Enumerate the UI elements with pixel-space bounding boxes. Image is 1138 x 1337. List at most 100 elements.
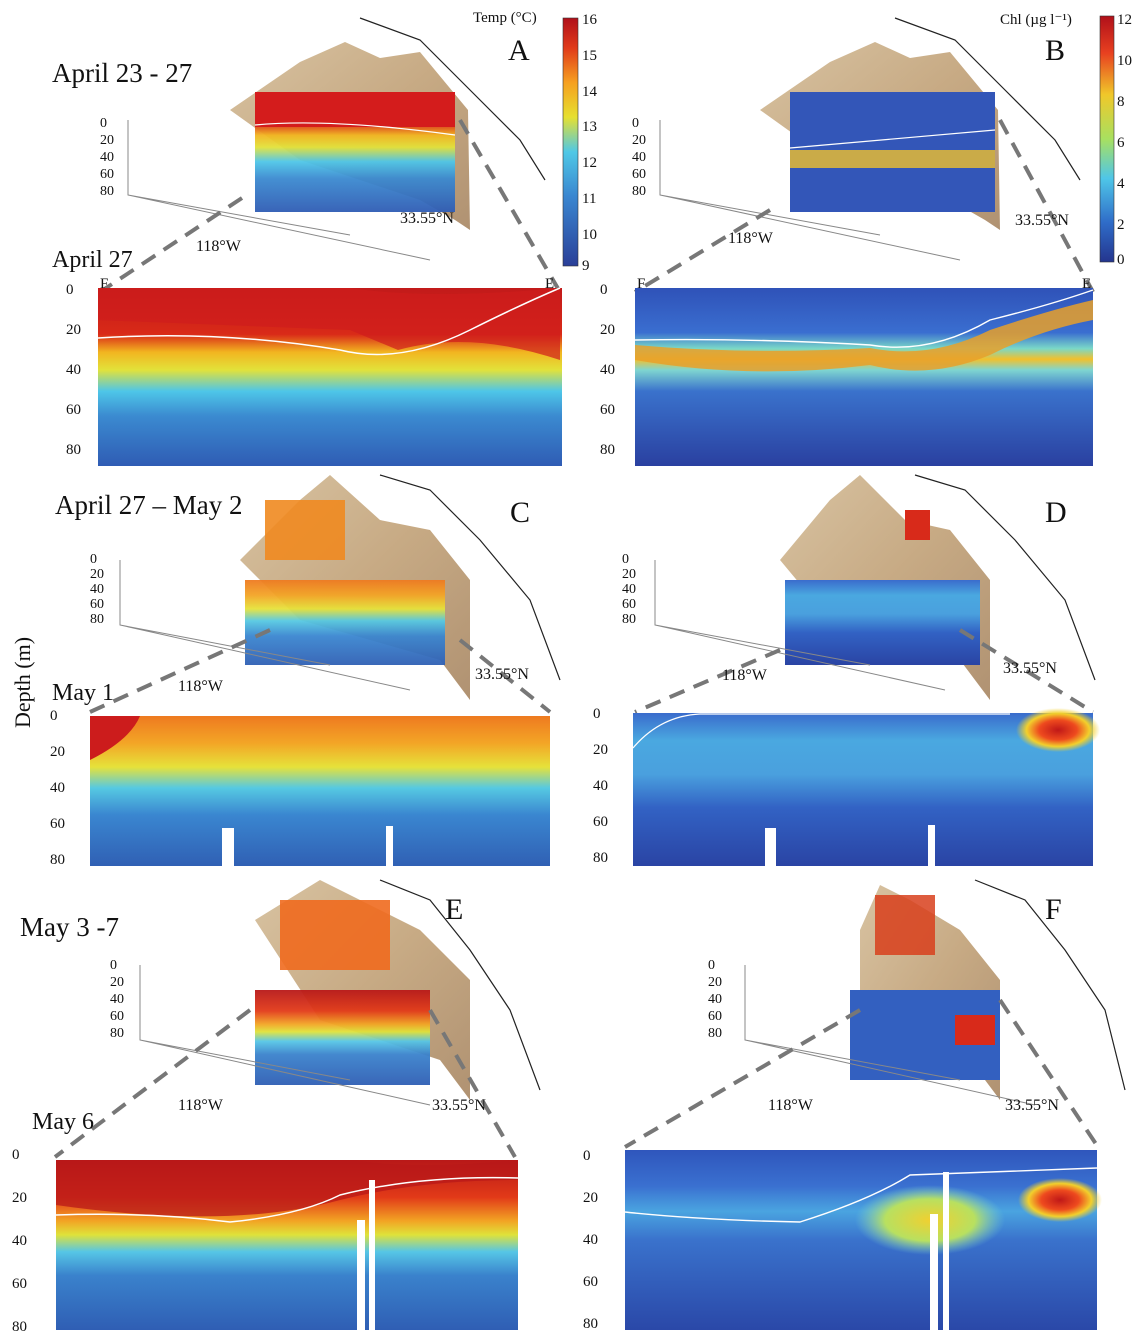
- depth-tick: 20: [600, 322, 615, 338]
- chl-tick: 12: [1117, 12, 1132, 28]
- section-F: [624, 1150, 1102, 1330]
- depth-tick: 20: [90, 567, 104, 582]
- period-label-3: May 3 -7: [20, 912, 119, 942]
- section-date-1: April 27: [52, 247, 133, 273]
- panel-A-3d: [127, 17, 546, 261]
- depth-tick: 0: [110, 958, 117, 973]
- depth-tick: 0: [600, 282, 608, 298]
- temp-tick: 9: [582, 258, 590, 274]
- depth-tick: 40: [90, 582, 104, 597]
- chl-tick: 0: [1117, 252, 1125, 268]
- depth-tick: 20: [583, 1190, 598, 1206]
- section-end-E: E: [1082, 276, 1092, 292]
- panel-letter-A: A: [508, 34, 530, 67]
- temp-tick: 10: [582, 227, 597, 243]
- lon-label: 118°W: [178, 678, 223, 695]
- chl-tick: 4: [1117, 176, 1125, 192]
- panel-E-3d: [139, 879, 541, 1106]
- depth-tick: 0: [90, 552, 97, 567]
- lat-label: 33.55°N: [400, 210, 454, 227]
- panel-letter-E: E: [445, 893, 464, 926]
- depth-tick: 0: [593, 706, 601, 722]
- depth-tick: 40: [632, 150, 646, 165]
- panel-letter-F: F: [1045, 893, 1062, 926]
- panel-letter-D: D: [1045, 496, 1067, 529]
- depth-tick: 20: [632, 133, 646, 148]
- section-end-E: E: [545, 276, 555, 292]
- depth-tick: 60: [708, 1009, 722, 1024]
- depth-tick: 80: [50, 852, 65, 868]
- period-label-1: April 23 - 27: [52, 58, 193, 88]
- section-end-F: F: [637, 276, 646, 292]
- depth-tick: 20: [50, 744, 65, 760]
- lon-label: 118°W: [196, 238, 241, 255]
- depth-tick: 40: [66, 362, 81, 378]
- temp-tick: 15: [582, 48, 597, 64]
- depth-tick: 0: [583, 1148, 591, 1164]
- depth-tick: 60: [593, 814, 608, 830]
- chl-colorbar-title: Chl (µg l⁻¹): [1000, 12, 1072, 28]
- depth-tick: 20: [622, 567, 636, 582]
- depth-tick: 0: [66, 282, 74, 298]
- section-date-3: May 6: [32, 1109, 94, 1135]
- chl-tick: 6: [1117, 135, 1125, 151]
- depth-tick: 0: [12, 1147, 20, 1163]
- y-axis-label: Depth (m): [10, 636, 35, 728]
- depth-tick: 80: [600, 442, 615, 458]
- depth-tick: 20: [12, 1190, 27, 1206]
- temp-tick: 12: [582, 155, 597, 171]
- depth-tick: 60: [90, 597, 104, 612]
- depth-tick: 60: [632, 167, 646, 182]
- depth-tick: 40: [12, 1233, 27, 1249]
- chl-colorbar: [1099, 15, 1115, 263]
- depth-tick: 40: [50, 780, 65, 796]
- depth-tick: 60: [100, 167, 114, 182]
- lat-label: 33.55°N: [1003, 660, 1057, 677]
- temp-tick: 16: [582, 12, 597, 28]
- temp-tick: 14: [582, 84, 597, 100]
- chl-tick: 8: [1117, 94, 1125, 110]
- depth-tick: 0: [622, 552, 629, 567]
- depth-tick: 0: [708, 958, 715, 973]
- section-D: [632, 708, 1100, 866]
- depth-tick: 40: [110, 992, 124, 1007]
- depth-tick: 0: [632, 116, 639, 131]
- depth-tick: 60: [583, 1274, 598, 1290]
- depth-tick: 40: [593, 778, 608, 794]
- lon-label: 118°W: [178, 1097, 223, 1114]
- lon-label: 118°W: [722, 667, 767, 684]
- section-date-2: May 1: [52, 680, 114, 706]
- section-A: [97, 287, 562, 466]
- depth-tick: 80: [66, 442, 81, 458]
- section-B: [634, 288, 1094, 466]
- depth-tick: 40: [583, 1232, 598, 1248]
- depth-tick: 60: [110, 1009, 124, 1024]
- chl-tick: 10: [1117, 53, 1132, 69]
- depth-tick: 20: [708, 975, 722, 990]
- panel-B-3d: [659, 17, 1081, 261]
- temp-tick: 13: [582, 119, 597, 135]
- section-E: [55, 1160, 519, 1330]
- lat-label: 33.55°N: [1005, 1097, 1059, 1114]
- panel-C-3d: [119, 474, 561, 700]
- depth-tick: 80: [622, 612, 636, 627]
- depth-tick: 80: [593, 850, 608, 866]
- depth-tick: 20: [100, 133, 114, 148]
- zoom-lines: [53, 118, 1100, 1159]
- depth-tick: 60: [50, 816, 65, 832]
- temp-tick: 11: [582, 191, 597, 207]
- depth-tick: 20: [66, 322, 81, 338]
- depth-tick: 20: [110, 975, 124, 990]
- temp-colorbar: [562, 17, 579, 267]
- depth-tick: 80: [708, 1026, 722, 1041]
- depth-tick: 80: [583, 1316, 598, 1332]
- lat-label: 33.55°N: [475, 666, 529, 683]
- section-C: [90, 716, 550, 866]
- panel-letter-B: B: [1045, 34, 1066, 67]
- lat-label: 33.55°N: [432, 1097, 486, 1114]
- depth-tick: 40: [600, 362, 615, 378]
- depth-tick: 40: [622, 582, 636, 597]
- period-label-2: April 27 – May 2: [55, 490, 243, 520]
- depth-tick: 80: [100, 184, 114, 199]
